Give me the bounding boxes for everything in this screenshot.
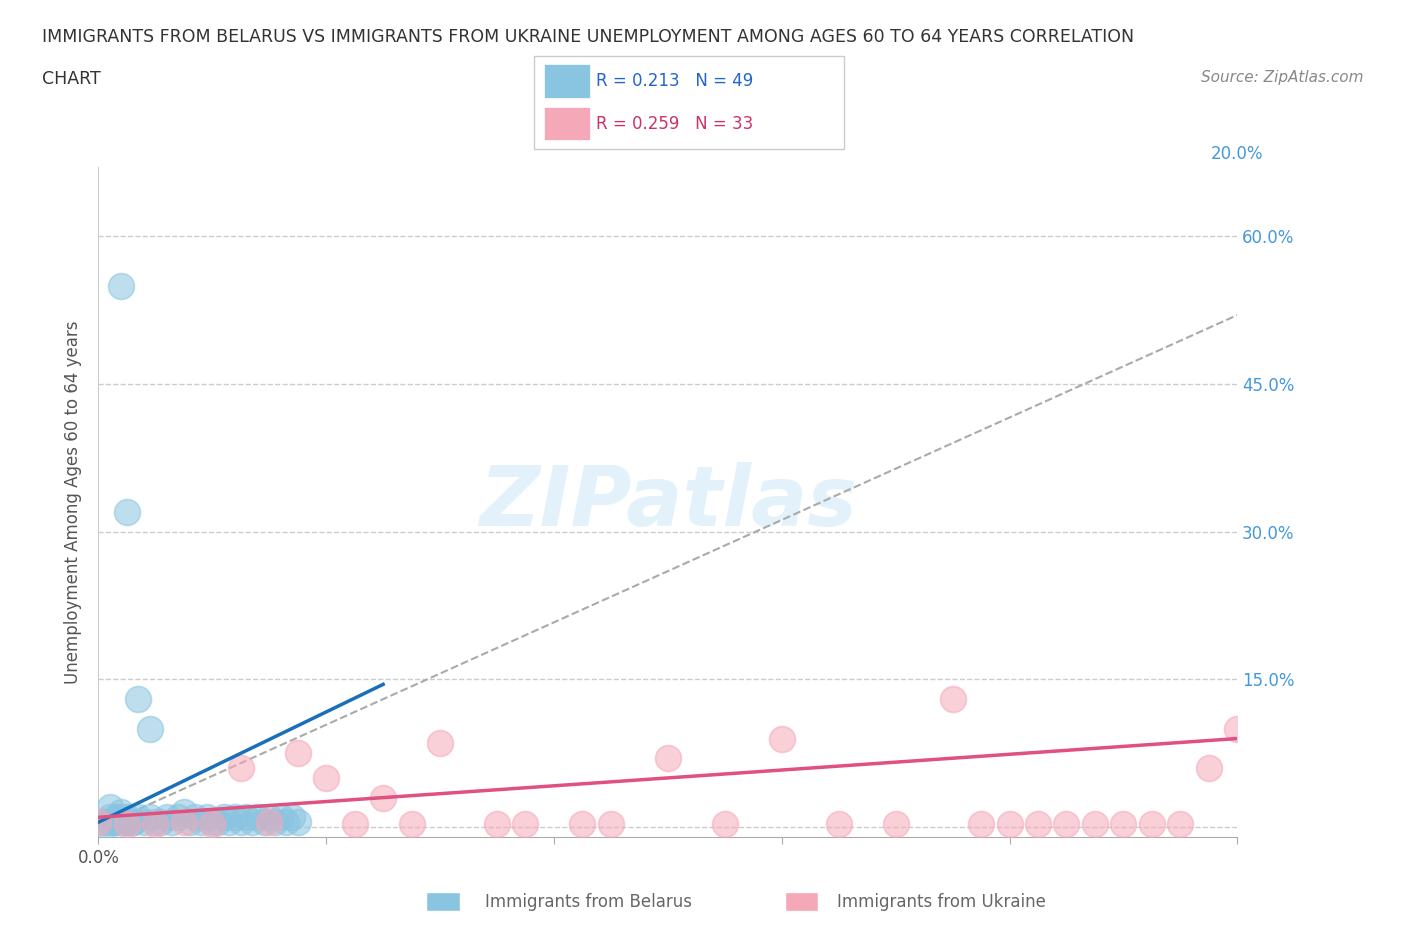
Point — [110, 810, 132, 825]
Point — [281, 810, 304, 825]
FancyBboxPatch shape — [534, 56, 844, 149]
Point — [1170, 817, 1192, 831]
Point — [138, 722, 160, 737]
Point — [287, 815, 309, 830]
Point — [115, 815, 138, 830]
Point — [770, 731, 793, 746]
Point — [970, 817, 993, 831]
Point — [173, 815, 195, 830]
Bar — [426, 893, 460, 911]
Point — [98, 815, 121, 830]
Point — [207, 815, 229, 830]
Point — [115, 810, 138, 825]
Point — [1084, 817, 1107, 831]
Bar — [785, 893, 818, 911]
Text: R = 0.213   N = 49: R = 0.213 N = 49 — [596, 72, 754, 90]
Text: CHART: CHART — [42, 70, 101, 87]
Point — [138, 810, 160, 825]
Point — [429, 736, 451, 751]
Point — [1026, 817, 1049, 831]
Point — [115, 817, 138, 831]
Text: Immigrants from Belarus: Immigrants from Belarus — [485, 893, 692, 911]
Point — [373, 790, 395, 805]
Point — [942, 692, 965, 707]
Point — [343, 817, 366, 831]
Point — [1140, 817, 1163, 831]
Point — [87, 815, 110, 830]
Point — [132, 815, 155, 830]
Point — [162, 815, 184, 830]
Text: Immigrants from Ukraine: Immigrants from Ukraine — [837, 893, 1046, 911]
Point — [93, 819, 115, 834]
Point — [240, 815, 263, 830]
Point — [156, 810, 179, 825]
Point — [259, 810, 281, 825]
Point — [167, 810, 190, 825]
Point — [104, 810, 127, 825]
Point — [315, 770, 337, 785]
Point — [252, 815, 274, 830]
Point — [110, 815, 132, 830]
Point — [235, 810, 257, 825]
Point — [657, 751, 679, 765]
Point — [571, 817, 593, 831]
Point — [270, 810, 292, 825]
Point — [145, 817, 167, 831]
Point — [104, 815, 127, 830]
Point — [1112, 817, 1135, 831]
Point — [218, 815, 240, 830]
Point — [110, 805, 132, 820]
Point — [145, 815, 167, 830]
Point — [259, 815, 281, 830]
Point — [884, 817, 907, 831]
Point — [212, 810, 235, 825]
Point — [828, 817, 851, 831]
Point — [600, 817, 623, 831]
Point — [104, 815, 127, 830]
Point — [98, 810, 121, 825]
Point — [121, 815, 143, 830]
Point — [201, 817, 224, 831]
Point — [98, 800, 121, 815]
Point — [1056, 817, 1078, 831]
FancyBboxPatch shape — [544, 64, 591, 98]
Point — [486, 817, 509, 831]
Point — [229, 761, 252, 776]
Point — [224, 810, 246, 825]
Text: IMMIGRANTS FROM BELARUS VS IMMIGRANTS FROM UKRAINE UNEMPLOYMENT AMONG AGES 60 TO: IMMIGRANTS FROM BELARUS VS IMMIGRANTS FR… — [42, 28, 1135, 46]
Point — [401, 817, 423, 831]
Point — [998, 817, 1021, 831]
Point — [173, 805, 195, 820]
Point — [93, 815, 115, 830]
Y-axis label: Unemployment Among Ages 60 to 64 years: Unemployment Among Ages 60 to 64 years — [65, 321, 83, 684]
Point — [201, 815, 224, 830]
Point — [190, 815, 212, 830]
Point — [110, 278, 132, 293]
Point — [127, 692, 149, 707]
Point — [246, 810, 269, 825]
Point — [115, 815, 138, 830]
Point — [195, 810, 218, 825]
Point — [127, 810, 149, 825]
Point — [184, 810, 207, 825]
Point — [276, 815, 298, 830]
Point — [1198, 761, 1220, 776]
Point — [264, 815, 287, 830]
Point — [179, 815, 201, 830]
Point — [115, 505, 138, 520]
Point — [229, 815, 252, 830]
Point — [121, 815, 143, 830]
Text: ZIPatlas: ZIPatlas — [479, 461, 856, 543]
Text: Source: ZipAtlas.com: Source: ZipAtlas.com — [1201, 70, 1364, 85]
Point — [150, 815, 173, 830]
Text: R = 0.259   N = 33: R = 0.259 N = 33 — [596, 114, 754, 133]
FancyBboxPatch shape — [544, 107, 591, 140]
Point — [1226, 722, 1249, 737]
Point — [515, 817, 537, 831]
Point — [287, 746, 309, 761]
Point — [714, 817, 737, 831]
